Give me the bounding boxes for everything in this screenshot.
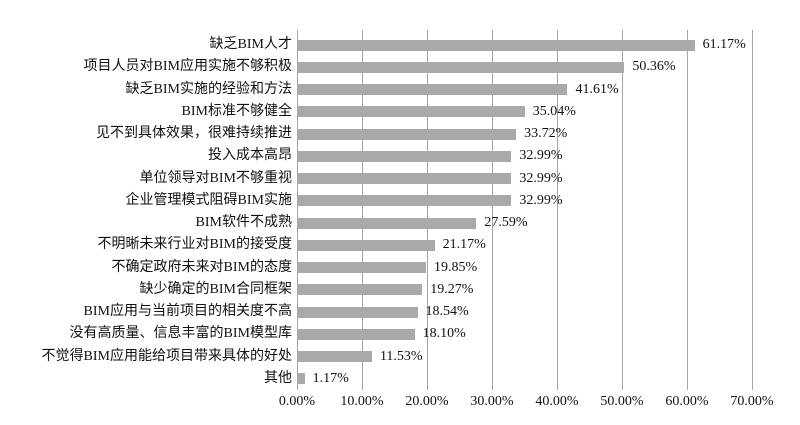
category-label: 缺少确定的BIM合同框架 (139, 281, 292, 297)
bar (297, 306, 418, 318)
gridline (752, 30, 753, 390)
bar (297, 150, 512, 162)
gridline (362, 30, 363, 390)
gridline (297, 30, 298, 390)
bar (297, 128, 517, 140)
gridline (687, 30, 688, 390)
category-label: 不觉得BIM应用能给项目带来具体的好处 (41, 348, 292, 364)
x-tick-label: 70.00% (730, 394, 774, 409)
bar (297, 284, 423, 296)
category-label: BIM软件不成熟 (195, 215, 292, 231)
category-label: 不明晰未来行业对BIM的接受度 (97, 237, 292, 253)
gridline (492, 30, 493, 390)
bar (297, 262, 427, 274)
category-label: 缺乏BIM实施的经验和方法 (125, 81, 292, 97)
category-label: 项目人员对BIM应用实施不够积极 (83, 59, 292, 75)
value-label: 1.17% (312, 370, 349, 386)
bar (297, 239, 435, 251)
bar (297, 39, 695, 51)
bar (297, 84, 568, 96)
value-label: 41.61% (575, 81, 619, 97)
bar (297, 106, 525, 118)
value-label: 32.99% (519, 148, 563, 164)
category-label: 其他 (264, 370, 292, 386)
category-label: 缺乏BIM人才 (209, 37, 292, 53)
category-label: BIM标准不够健全 (181, 103, 292, 119)
bar (297, 195, 512, 207)
value-label: 19.27% (430, 281, 474, 297)
plot-area (297, 30, 753, 390)
value-label: 18.54% (425, 304, 469, 320)
category-label: 单位领导对BIM不够重视 (139, 170, 292, 186)
value-label: 32.99% (519, 170, 563, 186)
value-label: 32.99% (519, 192, 563, 208)
category-label: 不确定政府未来对BIM的态度 (111, 259, 292, 275)
gridline (557, 30, 558, 390)
bar (297, 173, 512, 185)
x-tick-label: 0.00% (278, 394, 316, 409)
gridline (622, 30, 623, 390)
x-tick-label: 50.00% (600, 394, 644, 409)
category-label: 没有高质量、信息丰富的BIM模型库 (69, 326, 292, 342)
x-tick-label: 40.00% (535, 394, 579, 409)
bar (297, 351, 372, 363)
category-label: 企业管理模式阻碍BIM实施 (125, 192, 292, 208)
value-label: 27.59% (484, 215, 528, 231)
value-label: 50.36% (632, 59, 676, 75)
value-label: 61.17% (702, 37, 746, 53)
bar (297, 61, 625, 73)
bar (297, 328, 415, 340)
x-tick-label: 20.00% (405, 394, 449, 409)
category-label: 投入成本高昂 (208, 148, 292, 164)
category-label: BIM应用与当前项目的相关度不高 (83, 304, 292, 320)
value-label: 33.72% (524, 126, 568, 142)
bar (297, 373, 305, 385)
value-label: 21.17% (442, 237, 486, 253)
value-label: 35.04% (532, 103, 576, 119)
x-tick-label: 10.00% (340, 394, 384, 409)
x-tick-label: 30.00% (470, 394, 514, 409)
bar (297, 217, 477, 229)
gridline (427, 30, 428, 390)
value-label: 11.53% (379, 348, 423, 364)
category-label: 见不到具体效果，很难持续推进 (96, 126, 292, 142)
value-label: 19.85% (434, 259, 478, 275)
value-label: 18.10% (422, 326, 466, 342)
x-tick-label: 60.00% (665, 394, 709, 409)
